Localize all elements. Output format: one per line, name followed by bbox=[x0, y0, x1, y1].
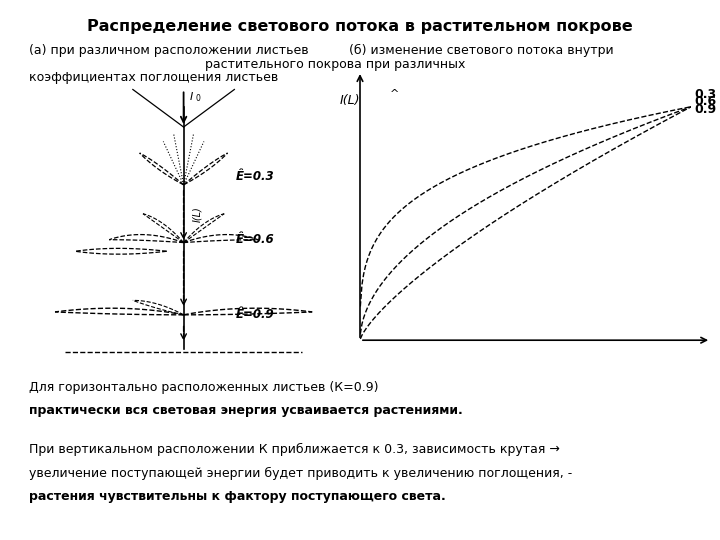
Text: растительного покрова при различных: растительного покрова при различных bbox=[205, 58, 466, 71]
Text: практически вся световая энергия усваивается растениями.: практически вся световая энергия усваива… bbox=[29, 404, 462, 417]
Text: 0.3: 0.3 bbox=[695, 87, 716, 100]
Text: увеличение поступающей энергии будет приводить к увеличению поглощения, -: увеличение поступающей энергии будет при… bbox=[29, 467, 572, 480]
Text: 0.9: 0.9 bbox=[695, 103, 716, 116]
Text: коэффициентах поглощения листьев: коэффициентах поглощения листьев bbox=[29, 71, 278, 84]
Text: (б) изменение светового потока внутри: (б) изменение светового потока внутри bbox=[349, 44, 614, 57]
Text: При вертикальном расположении К приближается к 0.3, зависимость крутая →: При вертикальном расположении К приближа… bbox=[29, 443, 559, 456]
Text: Ê=0.3: Ê=0.3 bbox=[236, 170, 274, 183]
Text: I(L): I(L) bbox=[192, 206, 202, 221]
Text: $I\ _0$: $I\ _0$ bbox=[189, 90, 202, 104]
Text: Ê=0.9: Ê=0.9 bbox=[236, 308, 274, 321]
Text: I(L): I(L) bbox=[340, 94, 361, 107]
Text: ^: ^ bbox=[390, 89, 399, 99]
Text: Распределение светового потока в растительном покрове: Распределение светового потока в растите… bbox=[87, 19, 633, 34]
Text: Ê=0.6: Ê=0.6 bbox=[236, 233, 274, 246]
Text: (а) при различном расположении листьев: (а) при различном расположении листьев bbox=[29, 44, 308, 57]
Text: 0.6: 0.6 bbox=[695, 95, 716, 108]
Text: растения чувствительны к фактору поступающего света.: растения чувствительны к фактору поступа… bbox=[29, 490, 446, 503]
Text: Для горизонтально расположенных листьев (К=0.9): Для горизонтально расположенных листьев … bbox=[29, 381, 378, 394]
